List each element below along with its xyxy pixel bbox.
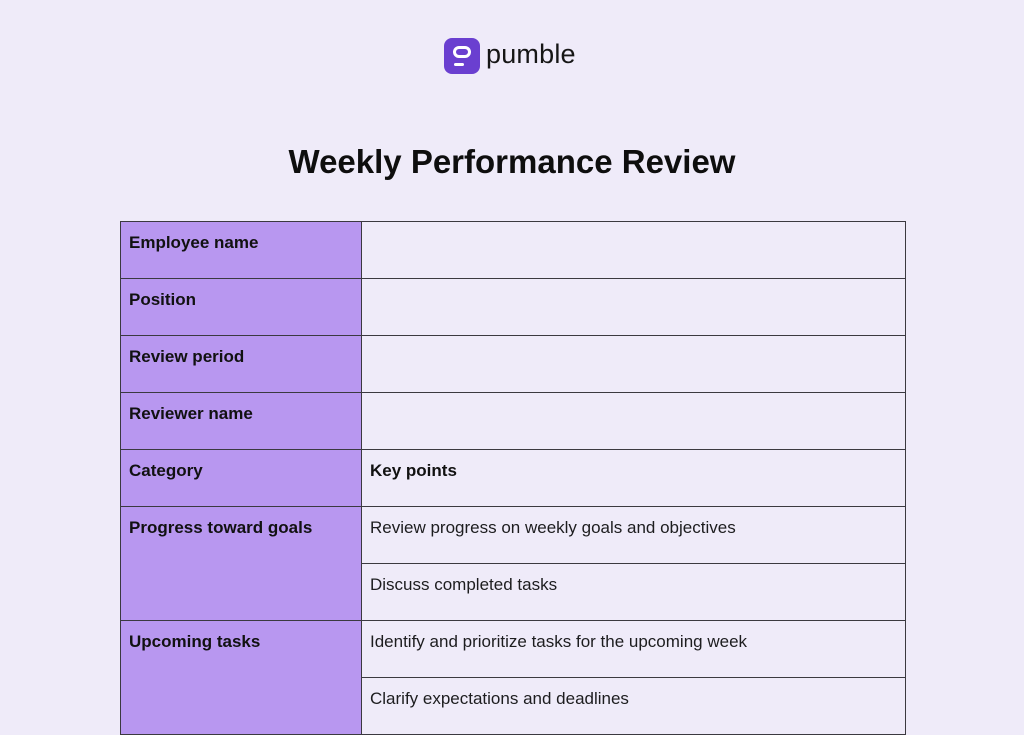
- key-point: Discuss completed tasks: [361, 563, 906, 621]
- pumble-logo-icon: [444, 38, 480, 74]
- category-upcoming-tasks: Upcoming tasks: [120, 620, 362, 735]
- table-row: Reviewer name: [120, 392, 906, 450]
- reviewer-name-label: Reviewer name: [120, 392, 362, 450]
- review-period-label: Review period: [120, 335, 362, 393]
- table-row: Discuss completed tasks: [121, 563, 906, 621]
- key-point: Review progress on weekly goals and obje…: [361, 506, 906, 564]
- employee-name-label: Employee name: [120, 221, 362, 279]
- brand-name: pumble: [486, 38, 576, 69]
- position-label: Position: [120, 278, 362, 336]
- table-row: Employee name: [120, 221, 906, 279]
- review-table: Employee name Position Review period Rev…: [120, 221, 906, 735]
- table-row: Review period: [120, 335, 906, 393]
- pumble-logo: pumble: [444, 38, 576, 74]
- key-point: Clarify expectations and deadlines: [361, 677, 906, 735]
- table-header-row: Category Key points: [120, 449, 906, 507]
- key-point: Identify and prioritize tasks for the up…: [361, 620, 906, 678]
- review-period-field[interactable]: [361, 335, 906, 393]
- table-row: Position: [120, 278, 906, 336]
- table-row: Progress toward goals Review progress on…: [120, 506, 906, 621]
- category-header: Category: [120, 449, 362, 507]
- table-row: Clarify expectations and deadlines: [121, 677, 906, 735]
- document-title: Weekly Performance Review: [288, 143, 736, 180]
- key-points-header: Key points: [361, 449, 906, 507]
- category-progress-toward-goals: Progress toward goals: [120, 506, 362, 621]
- employee-name-field[interactable]: [361, 221, 906, 279]
- position-field[interactable]: [361, 278, 906, 336]
- table-row: Upcoming tasks Identify and prioritize t…: [120, 620, 906, 735]
- reviewer-name-field[interactable]: [361, 392, 906, 450]
